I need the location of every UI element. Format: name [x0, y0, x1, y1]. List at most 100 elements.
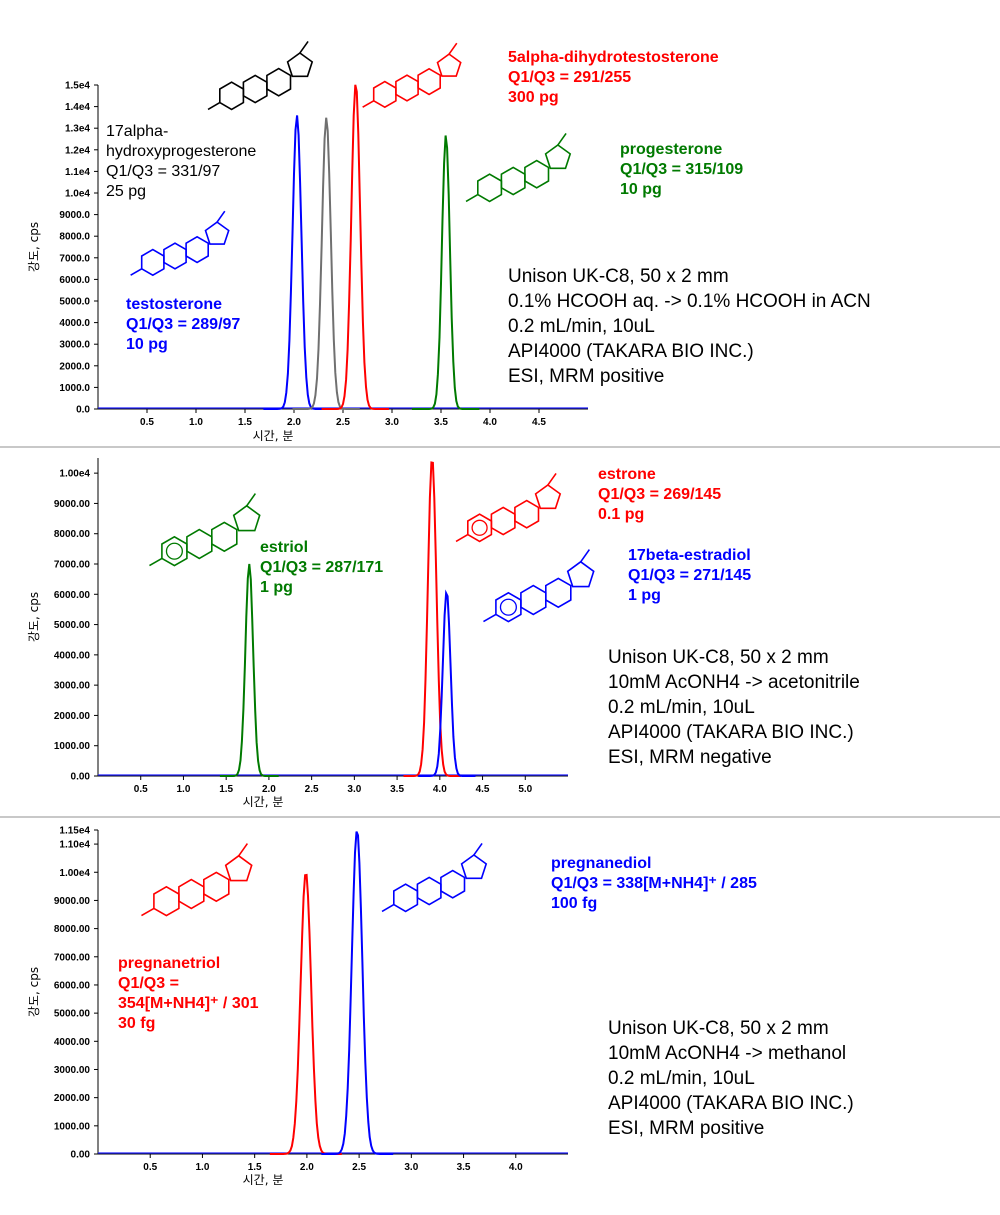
method-condition-line: 10mM AcONH4 -> acetonitrile	[608, 672, 860, 693]
x-tick-label: 1.0	[189, 417, 203, 428]
x-tick-label: 3.0	[385, 417, 399, 428]
compound-label-line: 354[M+NH4]⁺ / 301	[118, 995, 259, 1012]
method-condition-line: 0.2 mL/min, 10uL	[608, 1068, 755, 1089]
y-tick-label: 1.10e4	[59, 840, 90, 851]
structure-1-1-substituent	[299, 40, 309, 54]
compound-label: 5alpha-dihydrotestosterone Q1/Q3 = 291/25…	[508, 49, 719, 106]
y-tick-label: 1000.0	[59, 383, 90, 394]
structure-2-3-substituent	[580, 549, 591, 563]
y-tick-label: 8000.0	[59, 232, 90, 243]
chart-panel-2: 0.00 1000.00 2000.00 3000.00 4000.00 5000.00 6…	[27, 458, 860, 809]
structure-1-3-a-ring-stub	[465, 193, 479, 203]
compound-label-line: 0.1 pg	[598, 506, 644, 523]
structure-2-1-ring-1	[466, 513, 493, 543]
method-condition-line: API4000 (TAKARA BIO INC.)	[608, 722, 854, 743]
method-condition-line: 0.2 mL/min, 10uL	[508, 316, 655, 337]
y-axis-label: 강도, cps	[27, 222, 41, 272]
x-tick-label: 3.5	[434, 417, 448, 428]
x-tick-label: 2.5	[336, 417, 350, 428]
y-tick-label: 7000.00	[54, 560, 91, 571]
x-tick-label: 4.0	[433, 784, 447, 795]
panel-divider-2	[0, 816, 1000, 818]
structure-3-2-ring-d	[224, 854, 253, 882]
peak-testosterone	[263, 115, 331, 410]
compound-label-line: 10 pg	[620, 181, 662, 198]
structure-1-4-ring-d	[204, 221, 230, 245]
x-tick-label: 1.5	[238, 417, 252, 428]
structure-1-1-ring-3	[266, 67, 292, 97]
method-condition-line: API4000 (TAKARA BIO INC.)	[508, 341, 754, 362]
structure-1-2	[362, 42, 462, 109]
compound-label-line: testosterone	[126, 296, 222, 313]
structure-2-1	[455, 472, 562, 543]
structure-3-2-ring-2	[178, 878, 205, 910]
y-tick-label: 7000.00	[54, 952, 91, 963]
structure-3-1-ring-3	[440, 869, 466, 899]
structure-2-3	[483, 549, 595, 623]
method-condition-line: Unison UK-C8, 50 x 2 mm	[508, 266, 729, 287]
compound-label: 17beta-estradiol Q1/Q3 = 271/145 1 pg	[628, 547, 751, 604]
compound-label: testosterone Q1/Q3 = 289/97 10 pg	[126, 296, 240, 353]
y-tick-label: 9000.00	[54, 896, 91, 907]
compound-label-line: 5alpha-dihydrotestosterone	[508, 49, 719, 66]
structure-2-2-a-ring-stub	[149, 557, 163, 567]
compound-label: estrone Q1/Q3 = 269/145 0.1 pg	[598, 466, 721, 523]
x-tick-label: 2.5	[352, 1162, 366, 1173]
y-tick-label: 6000.0	[59, 275, 90, 286]
y-tick-label: 2000.0	[59, 361, 90, 372]
structure-1-2-ring-2	[395, 74, 419, 102]
y-tick-label: 1000.00	[54, 1121, 91, 1132]
peak-progesterone	[411, 135, 480, 410]
compound-label-line: 100 fg	[551, 895, 597, 912]
peak-estrone	[403, 461, 461, 777]
structure-2-2-ring-3	[211, 521, 238, 553]
compound-label: 17alpha-hydroxyprogesterone Q1/Q3 = 331/9…	[106, 123, 256, 200]
x-tick-label: 1.5	[248, 1162, 262, 1173]
compound-label-line: Q1/Q3 = 287/171	[260, 559, 383, 576]
structure-2-1-substituent	[547, 472, 557, 486]
y-tick-label: 7000.0	[59, 253, 90, 264]
y-tick-label: 0.00	[71, 772, 91, 783]
compound-label-line: 10 pg	[126, 336, 168, 353]
x-tick-label: 3.5	[457, 1162, 471, 1173]
y-tick-label: 4000.00	[54, 1037, 91, 1048]
structure-3-1-substituent	[473, 842, 483, 856]
structure-1-4-ring-2	[163, 242, 187, 270]
peak-5alpha-dihydrotestosterone	[321, 84, 389, 410]
y-tick-label: 8000.00	[54, 529, 91, 540]
method-conditions: Unison UK-C8, 50 x 2 mm 10mM AcONH4 -> me…	[608, 1018, 854, 1139]
structure-1-2-substituent	[448, 42, 458, 55]
compound-label-line: 17beta-estradiol	[628, 547, 751, 564]
x-axis-label: 시간, 분	[243, 1173, 284, 1187]
peak-pregnanediol	[321, 831, 394, 1155]
peak-estriol	[219, 563, 279, 777]
structure-1-3-ring-1	[476, 173, 503, 203]
structure-1-3-ring-d	[544, 144, 572, 170]
compound-label-line: Q1/Q3 = 338[M+NH4]⁺ / 285	[551, 875, 757, 892]
y-tick-label: 1.00e4	[59, 469, 90, 480]
compound-label-line: Q1/Q3 = 289/97	[126, 316, 240, 333]
y-tick-label: 9000.00	[54, 499, 91, 510]
x-tick-label: 5.0	[518, 784, 532, 795]
x-tick-label: 4.0	[509, 1162, 523, 1173]
structure-3-2	[141, 843, 253, 917]
structure-2-1-ring-3	[514, 499, 540, 529]
structure-1-1-a-ring-stub	[207, 101, 221, 111]
compound-label-line: Q1/Q3 = 269/145	[598, 486, 721, 503]
compound-label: progesterone Q1/Q3 = 315/109 10 pg	[620, 141, 743, 198]
structure-1-1	[207, 40, 314, 111]
structure-1-4-ring-1	[140, 248, 165, 277]
compound-label-line: 25 pg	[106, 183, 146, 200]
compound-label: pregnanetriol Q1/Q3 = 354[M+NH4]⁺ / 301 30 …	[118, 955, 259, 1032]
compound-label-line: estrone	[598, 466, 656, 483]
compound-label-line: 17alpha-	[106, 123, 168, 140]
compound-label-line: pregnanediol	[551, 855, 651, 872]
x-tick-label: 4.5	[532, 417, 546, 428]
method-condition-line: ESI, MRM negative	[608, 747, 772, 768]
compound-label-line: Q1/Q3 = 291/255	[508, 69, 631, 86]
y-tick-label: 3000.0	[59, 340, 90, 351]
structure-2-3-ring-d	[566, 560, 595, 588]
structure-1-2-ring-d	[436, 53, 462, 77]
structure-2-3-ring-1	[495, 591, 522, 623]
